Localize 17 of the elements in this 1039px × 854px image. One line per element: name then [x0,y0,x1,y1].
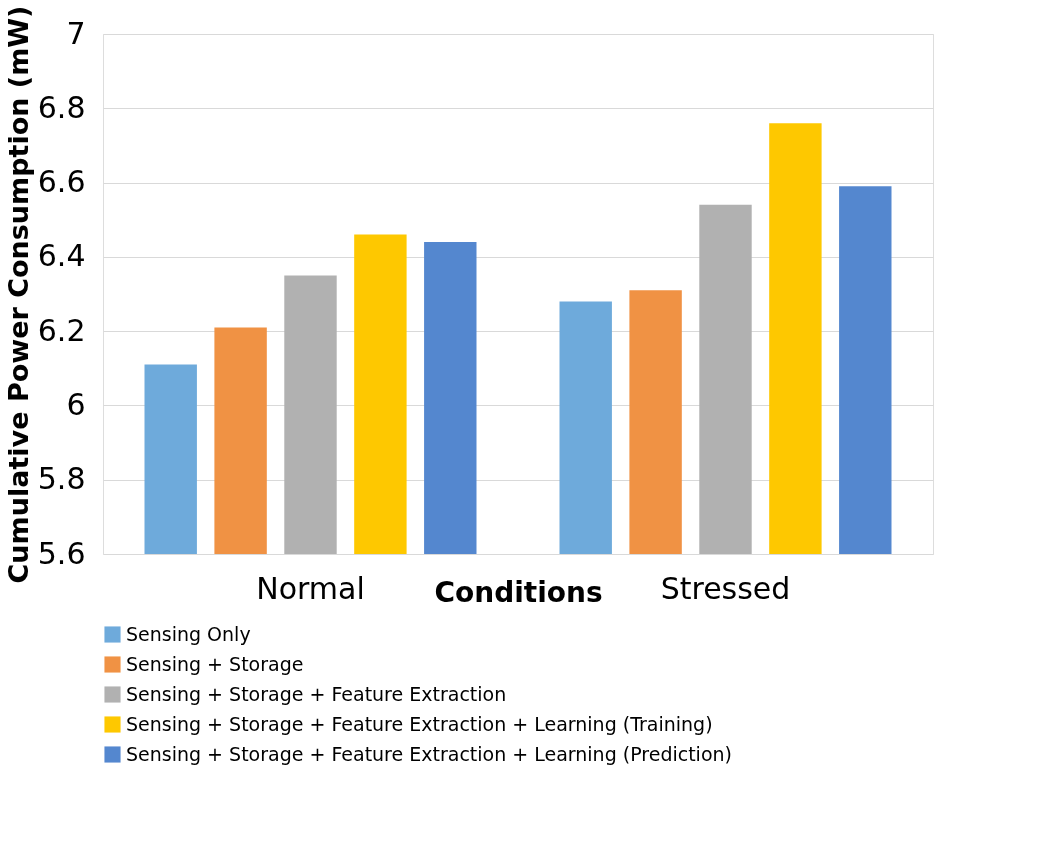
y-tick-label: 7 [66,15,86,51]
legend-label: Sensing + Storage + Feature Extraction + Learning (Training) [126,712,713,735]
legend-label: Sensing + Storage [126,652,304,675]
y-tick-label: 6.4 [37,238,86,274]
y-tick-label: 5.8 [37,461,86,497]
x-axis-title: Conditions [434,575,603,609]
x-tick-label: Normal [256,570,365,606]
y-axis-title: Cumulative Power Consumption (mW) [2,5,34,584]
y-tick-label: 6.6 [37,164,86,200]
legend-label: Sensing Only [126,622,251,645]
legend-label: Sensing + Storage + Feature Extraction [126,682,507,705]
y-tick-label: 6.2 [37,312,86,348]
legend-label: Sensing + Storage + Feature Extraction + Learning (Prediction) [126,742,732,765]
x-tick-label: Stressed [660,570,791,606]
y-tick-label: 5.6 [37,535,86,571]
y-tick-label: 6.8 [37,89,86,125]
y-tick-label: 6 [66,386,86,422]
